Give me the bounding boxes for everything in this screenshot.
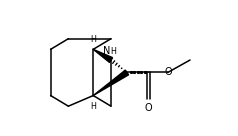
Polygon shape — [93, 70, 129, 95]
Polygon shape — [93, 49, 113, 62]
Text: H: H — [90, 35, 96, 44]
Text: N: N — [103, 46, 110, 56]
Text: O: O — [144, 103, 152, 113]
Text: H: H — [110, 47, 116, 56]
Text: H: H — [90, 102, 96, 111]
Text: O: O — [164, 67, 172, 77]
